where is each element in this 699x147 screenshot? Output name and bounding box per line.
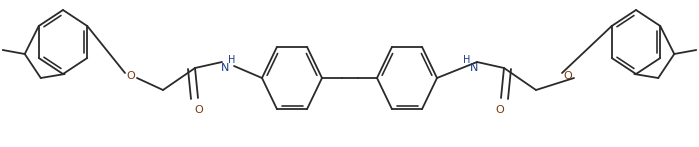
Text: O: O [127,71,136,81]
Text: N: N [470,63,478,73]
Text: H: H [229,55,236,65]
Text: H: H [463,55,470,65]
Text: N: N [221,63,229,73]
Text: O: O [496,105,505,115]
Text: O: O [563,71,572,81]
Text: O: O [194,105,203,115]
